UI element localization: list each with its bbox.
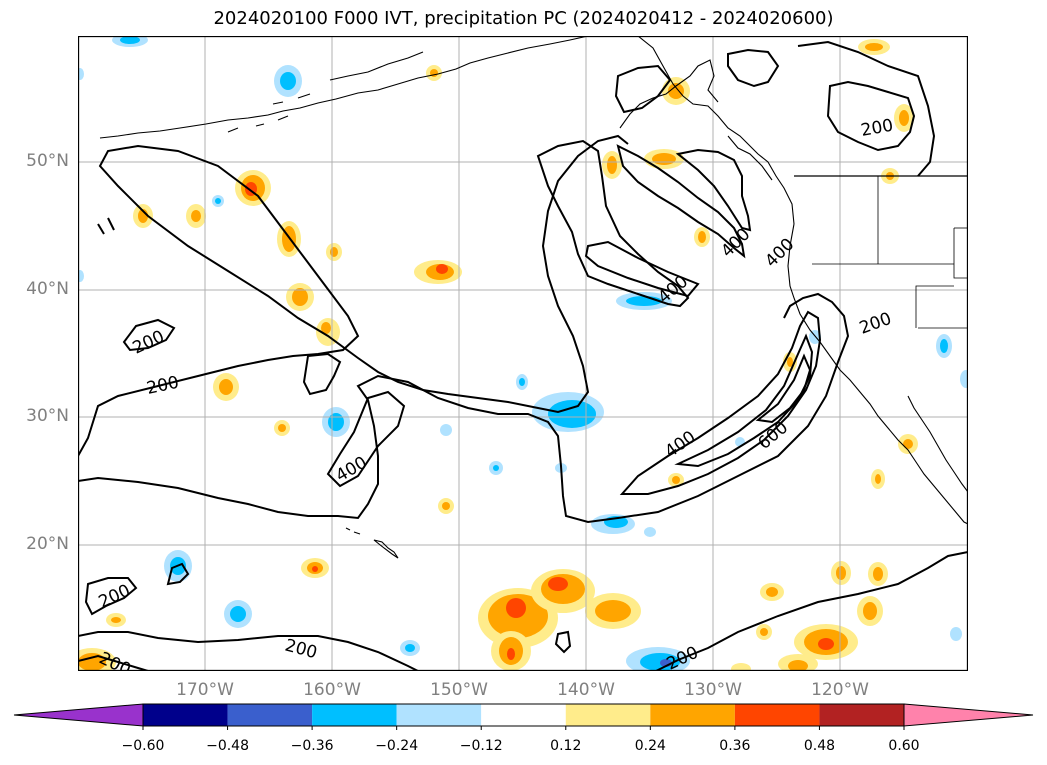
colorbar-tick-label: −0.36 — [290, 738, 334, 754]
map-title: 2024020100 F000 IVT, precipitation PC (2… — [213, 8, 834, 29]
lon-label-150w: 150°W — [430, 680, 488, 700]
map-border — [78, 36, 968, 671]
lon-label-160w: 160°W — [303, 680, 361, 700]
colorbar-tick-label: −0.60 — [121, 738, 165, 754]
lat-label-40n: 40°N — [26, 279, 69, 299]
colorbar-tick-label: −0.12 — [459, 738, 503, 754]
coastlines — [99, 36, 968, 559]
colorbar-outline — [142, 703, 905, 727]
map-panel: 200 200 200 200 200 200 200 400 400 400 … — [78, 36, 968, 671]
colorbar-tick-label: 0.12 — [550, 738, 582, 754]
colorbar-segment — [650, 704, 735, 726]
colorbar — [13, 703, 1034, 730]
colorbar-segment — [143, 704, 228, 726]
colorbar-segment — [565, 704, 651, 726]
colorbar-tick-label: −0.24 — [375, 738, 419, 754]
colorbar-tick-label: 0.36 — [719, 738, 751, 754]
colorbar-segment — [227, 704, 313, 726]
colorbar-tick-label: −0.48 — [206, 738, 249, 754]
colorbar-segment — [481, 704, 566, 726]
colorbar-segment — [312, 704, 397, 726]
lon-label-170w: 170°W — [176, 680, 234, 700]
lon-label-120w: 120°W — [811, 680, 869, 700]
colorbar-tick-label: 0.24 — [634, 738, 666, 754]
lat-label-50n: 50°N — [26, 151, 69, 171]
lat-label-20n: 20°N — [26, 534, 69, 554]
colorbar-segment — [734, 704, 820, 726]
lat-label-30n: 30°N — [26, 406, 69, 426]
colorbar-extend-max — [903, 703, 1034, 727]
colorbar-tick-label: 0.48 — [803, 738, 836, 754]
lon-label-130w: 130°W — [684, 680, 742, 700]
lon-label-140w: 140°W — [557, 680, 615, 700]
colorbar-extend-min — [13, 703, 144, 727]
colorbar-segment — [819, 704, 904, 726]
colorbar-segment — [396, 704, 482, 726]
colorbar-tick-label: 0.60 — [888, 738, 920, 754]
ivt-contours — [78, 40, 968, 671]
